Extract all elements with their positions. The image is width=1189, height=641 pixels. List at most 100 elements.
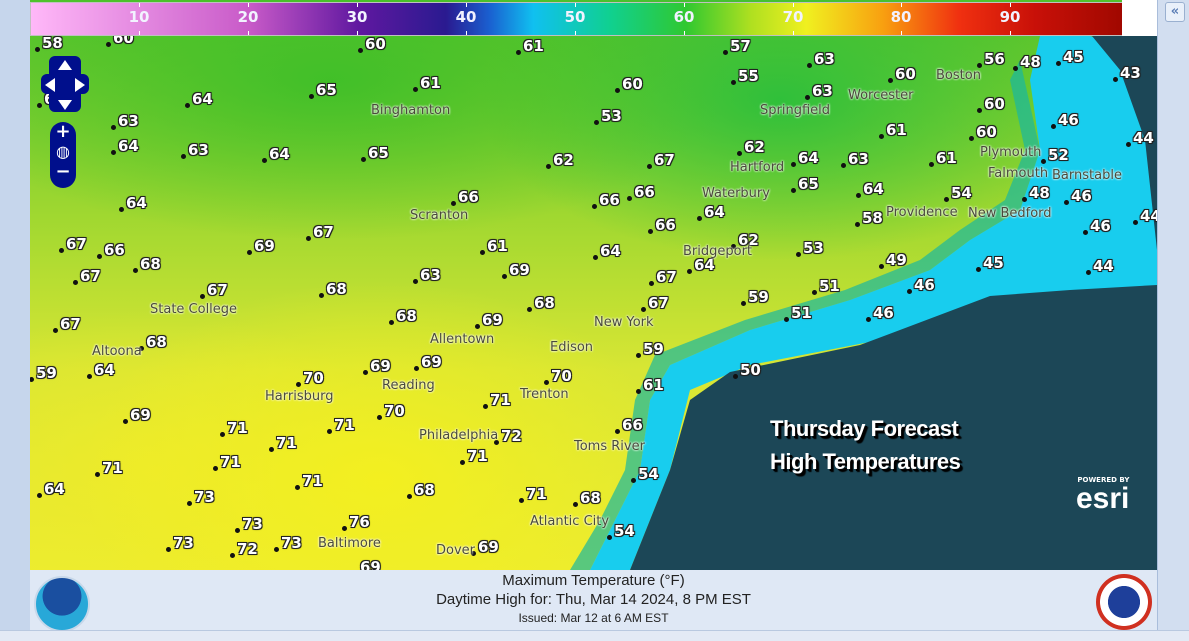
station-temperature[interactable]: 58 xyxy=(35,34,63,52)
station-temperature[interactable]: 64 xyxy=(111,137,139,155)
station-temperature[interactable]: 51 xyxy=(784,304,812,322)
station-temperature[interactable]: 45 xyxy=(976,254,1004,272)
station-temperature[interactable]: 68 xyxy=(527,294,555,312)
station-temperature[interactable]: 54 xyxy=(607,522,635,540)
station-temperature[interactable]: 64 xyxy=(593,242,621,260)
station-temperature[interactable]: 56 xyxy=(977,50,1005,68)
station-temperature[interactable]: 66 xyxy=(97,241,125,259)
station-temperature[interactable]: 46 xyxy=(1064,187,1092,205)
station-temperature[interactable]: 67 xyxy=(647,151,675,169)
station-temperature[interactable]: 46 xyxy=(1083,217,1111,235)
station-temperature[interactable]: 45 xyxy=(1056,48,1084,66)
station-temperature[interactable]: 69 xyxy=(123,406,151,424)
station-temperature[interactable]: 46 xyxy=(907,276,935,294)
station-temperature[interactable]: 64 xyxy=(119,194,147,212)
station-temperature[interactable]: 60 xyxy=(977,95,1005,113)
station-temperature[interactable]: 64 xyxy=(856,180,884,198)
station-temperature[interactable]: 68 xyxy=(573,489,601,507)
station-temperature[interactable]: 61 xyxy=(413,74,441,92)
station-temperature[interactable]: 55 xyxy=(731,67,759,85)
station-temperature[interactable]: 64 xyxy=(185,90,213,108)
station-temperature[interactable]: 61 xyxy=(516,37,544,55)
station-temperature[interactable]: 59 xyxy=(30,364,57,382)
station-temperature[interactable]: 73 xyxy=(274,534,302,552)
station-temperature[interactable]: 68 xyxy=(319,280,347,298)
station-temperature[interactable]: 53 xyxy=(796,239,824,257)
collapse-panel-button[interactable]: « xyxy=(1165,2,1185,22)
station-temperature[interactable]: 71 xyxy=(95,459,123,477)
station-temperature[interactable]: 60 xyxy=(888,65,916,83)
station-temperature[interactable]: 44 xyxy=(1086,257,1114,275)
station-temperature[interactable]: 51 xyxy=(812,277,840,295)
station-temperature[interactable]: 62 xyxy=(737,138,765,156)
station-temperature[interactable]: 57 xyxy=(723,37,751,55)
station-temperature[interactable]: 67 xyxy=(53,315,81,333)
station-temperature[interactable]: 69 xyxy=(247,237,275,255)
station-temperature[interactable]: 64 xyxy=(697,203,725,221)
station-temperature[interactable]: 49 xyxy=(879,251,907,269)
station-temperature[interactable]: 63 xyxy=(413,266,441,284)
pan-control[interactable] xyxy=(41,52,89,120)
station-temperature[interactable]: 71 xyxy=(295,472,323,490)
station-temperature[interactable]: 66 xyxy=(592,191,620,209)
station-temperature[interactable]: 71 xyxy=(269,434,297,452)
station-temperature[interactable]: 68 xyxy=(389,307,417,325)
station-temperature[interactable]: 54 xyxy=(944,184,972,202)
station-temperature[interactable]: 64 xyxy=(262,145,290,163)
station-temperature[interactable]: 67 xyxy=(641,294,669,312)
station-temperature[interactable]: 59 xyxy=(741,288,769,306)
station-temperature[interactable]: 63 xyxy=(111,112,139,130)
station-temperature[interactable]: 71 xyxy=(519,485,547,503)
station-temperature[interactable]: 58 xyxy=(855,209,883,227)
station-temperature[interactable]: 53 xyxy=(594,107,622,125)
station-temperature[interactable]: 60 xyxy=(969,123,997,141)
station-temperature[interactable]: 48 xyxy=(1013,53,1041,71)
map-canvas[interactable]: 58 60 60 61 57 63 56 48 45 43 64 65 61 60 55 60 63 60 46 66… xyxy=(30,0,1157,570)
station-temperature[interactable]: 72 xyxy=(494,427,522,445)
station-temperature[interactable]: 46 xyxy=(866,304,894,322)
station-temperature[interactable]: 69 xyxy=(414,353,442,371)
station-temperature[interactable]: 61 xyxy=(879,121,907,139)
station-temperature[interactable]: 50 xyxy=(733,361,761,379)
station-temperature[interactable]: 67 xyxy=(649,268,677,286)
station-temperature[interactable]: 68 xyxy=(133,255,161,273)
station-temperature[interactable]: 68 xyxy=(407,481,435,499)
station-temperature[interactable]: 65 xyxy=(309,81,337,99)
station-temperature[interactable]: 69 xyxy=(360,558,381,570)
pan-arrows-icon[interactable] xyxy=(41,52,89,116)
station-temperature[interactable]: 64 xyxy=(791,149,819,167)
station-temperature[interactable]: 63 xyxy=(841,150,869,168)
station-temperature[interactable]: 71 xyxy=(220,419,248,437)
station-temperature[interactable]: 69 xyxy=(475,311,503,329)
station-temperature[interactable]: 54 xyxy=(631,465,659,483)
station-temperature[interactable]: 44 xyxy=(1133,207,1157,225)
station-temperature[interactable]: 69 xyxy=(471,538,499,556)
station-temperature[interactable]: 67 xyxy=(306,223,334,241)
station-temperature[interactable]: 59 xyxy=(636,340,664,358)
station-temperature[interactable]: 67 xyxy=(73,267,101,285)
station-temperature[interactable]: 70 xyxy=(296,369,324,387)
station-temperature[interactable]: 64 xyxy=(37,480,65,498)
station-temperature[interactable]: 67 xyxy=(200,281,228,299)
station-temperature[interactable]: 65 xyxy=(791,175,819,193)
station-temperature[interactable]: 52 xyxy=(1041,146,1069,164)
zoom-control[interactable]: + ◍ − xyxy=(50,122,76,188)
station-temperature[interactable]: 71 xyxy=(327,416,355,434)
station-temperature[interactable]: 61 xyxy=(480,237,508,255)
station-temperature[interactable]: 64 xyxy=(687,256,715,274)
globe-icon[interactable]: ◍ xyxy=(56,142,70,161)
station-temperature[interactable]: 48 xyxy=(1022,184,1050,202)
station-temperature[interactable]: 76 xyxy=(342,513,370,531)
zoom-out-button[interactable]: − xyxy=(55,161,71,182)
station-temperature[interactable]: 61 xyxy=(636,376,664,394)
station-temperature[interactable]: 43 xyxy=(1113,64,1141,82)
station-temperature[interactable]: 60 xyxy=(358,35,386,53)
zoom-in-button[interactable]: + xyxy=(55,121,71,142)
station-temperature[interactable]: 44 xyxy=(1126,129,1154,147)
station-temperature[interactable]: 46 xyxy=(1051,111,1079,129)
station-temperature[interactable]: 69 xyxy=(363,357,391,375)
station-temperature[interactable]: 61 xyxy=(929,149,957,167)
station-temperature[interactable]: 62 xyxy=(731,231,759,249)
station-temperature[interactable]: 60 xyxy=(615,75,643,93)
station-temperature[interactable]: 63 xyxy=(807,50,835,68)
